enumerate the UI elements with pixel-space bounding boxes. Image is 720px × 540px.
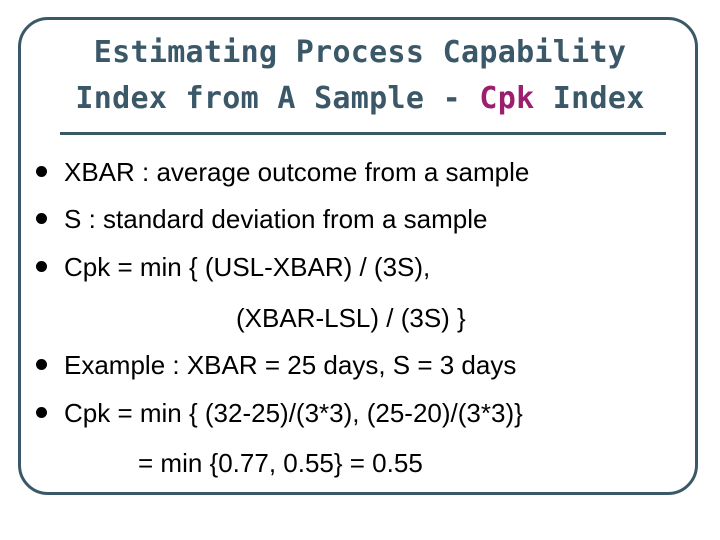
bullet-cpk-calculation: Cpk = min { (32-25)/(3*3), (25-20)/(3*3)… [64,398,523,428]
cpk-formula-continuation: (XBAR-LSL) / (3S) } [236,303,466,333]
bullet-s-definition: S : standard deviation from a sample [64,204,488,234]
slide-title: Estimating Process Capability Index from… [22,30,698,122]
bullet-dot-icon [36,166,47,177]
title-line-2: Index from A Sample - Cpk Index [22,76,698,122]
title-divider [60,132,666,135]
title-line-2-suffix: Index [534,81,645,116]
title-line-1: Estimating Process Capability [93,35,627,70]
bullet-cpk-formula: Cpk = min { (USL-XBAR) / (3S), [64,252,431,282]
bullet-xbar-definition: XBAR : average outcome from a sample [64,157,530,187]
slide-frame [18,17,698,495]
bullet-dot-icon [36,261,47,272]
title-accent-cpk: Cpk [479,81,535,116]
cpk-result: = min {0.77, 0.55} = 0.55 [138,448,423,478]
bullet-dot-icon [36,359,47,370]
bullet-example: Example : XBAR = 25 days, S = 3 days [64,350,517,380]
title-line-2-prefix: Index from A Sample - [75,81,480,116]
bullet-dot-icon [36,407,47,418]
bullet-dot-icon [36,213,47,224]
